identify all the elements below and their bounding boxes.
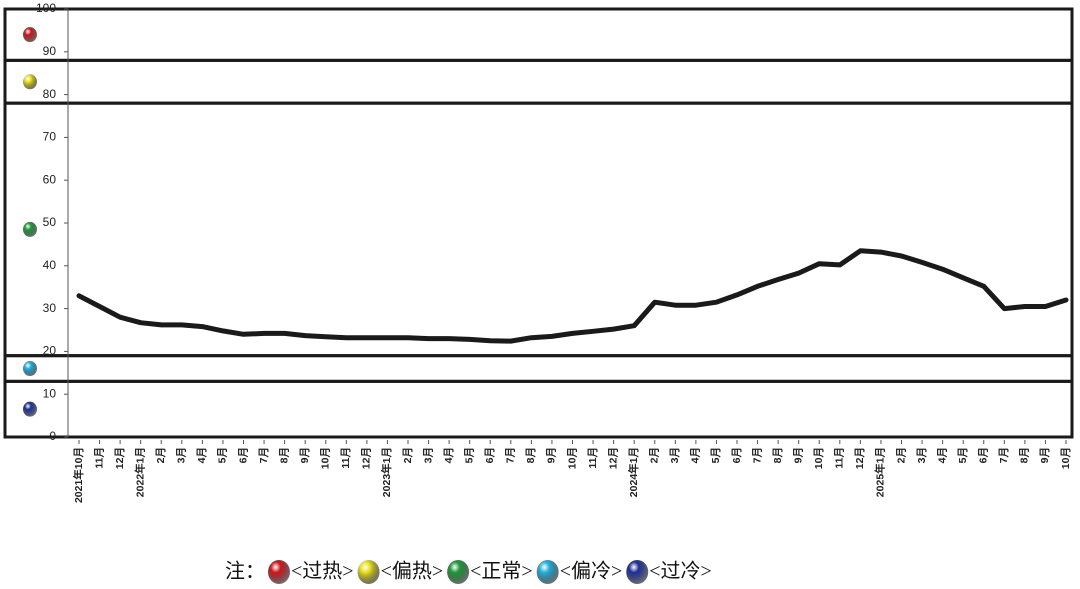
x-tick-label: 5月	[463, 447, 475, 463]
x-tick-label: 2024年1月	[627, 447, 640, 497]
legend-marker	[447, 560, 470, 584]
x-tick-label: 5月	[217, 447, 229, 463]
legend-text: <过热>	[291, 560, 354, 583]
x-tick-label: 9月	[299, 447, 311, 463]
legend-marker	[626, 560, 649, 584]
zone-box	[3, 101, 1074, 358]
x-tick-label: 2月	[649, 447, 661, 463]
x-tick-label: 10月	[566, 447, 578, 469]
x-tick-label: 7月	[258, 447, 270, 463]
zone-box	[3, 379, 1074, 439]
x-tick-label: 5月	[710, 447, 722, 463]
legend-marker	[536, 560, 559, 584]
legend-text: <正常>	[470, 560, 533, 583]
zone-box	[3, 58, 1074, 105]
x-tick-label: 2021年10月	[72, 447, 85, 503]
zone-marker	[23, 401, 37, 417]
x-tick-label: 2月	[155, 447, 167, 463]
x-tick-label: 9月	[792, 447, 804, 463]
x-tick-label: 3月	[176, 447, 188, 463]
x-tick-label: 11月	[587, 447, 599, 469]
x-tick-label: 5月	[957, 447, 969, 463]
x-tick-label: 2025年1月	[874, 447, 887, 497]
y-tick-label: 100	[36, 1, 56, 15]
x-tick-label: 2月	[895, 447, 907, 463]
x-tick-label: 11月	[340, 447, 352, 469]
x-tick-label: 12月	[361, 447, 373, 469]
x-tick-label: 3月	[916, 447, 928, 463]
x-tick-label: 9月	[1039, 447, 1051, 463]
x-tick-label: 4月	[196, 447, 208, 463]
y-tick-label: 10	[43, 386, 57, 400]
x-tick-label: 8月	[1019, 447, 1031, 463]
y-tick-label: 90	[43, 44, 57, 58]
x-tick-label: 10月	[1060, 447, 1072, 469]
legend-marker	[357, 560, 380, 584]
legend-text: <偏热>	[381, 560, 444, 583]
x-tick-label: 7月	[505, 447, 517, 463]
x-tick-label: 3月	[669, 447, 681, 463]
x-tick-label: 6月	[731, 447, 743, 463]
legend-text: <偏冷>	[560, 560, 623, 583]
x-tick-label: 12月	[854, 447, 866, 469]
legend-label: 注：	[225, 560, 265, 583]
x-tick-label: 3月	[422, 447, 434, 463]
x-tick-label: 9月	[546, 447, 558, 463]
x-tick-label: 4月	[443, 447, 455, 463]
x-tick-label: 8月	[278, 447, 290, 463]
y-tick-label: 40	[43, 258, 57, 272]
x-tick-label: 11月	[834, 447, 846, 469]
zone-marker	[23, 221, 37, 237]
zone-marker	[23, 74, 37, 90]
y-tick-label: 70	[43, 130, 57, 144]
x-tick-label: 12月	[114, 447, 126, 469]
x-tick-label: 4月	[690, 447, 702, 463]
zone-box	[3, 7, 1074, 62]
x-tick-label: 8月	[525, 447, 537, 463]
x-tick-label: 8月	[772, 447, 784, 463]
x-tick-label: 7月	[998, 447, 1010, 463]
x-tick-label: 2022年1月	[133, 447, 146, 497]
x-tick-label: 6月	[237, 447, 249, 463]
x-tick-label: 2023年1月	[380, 447, 393, 497]
legend-marker	[268, 560, 290, 584]
x-tick-label: 10月	[320, 447, 332, 469]
y-tick-label: 0	[49, 429, 56, 443]
zone-box	[3, 354, 1074, 383]
x-tick-label: 7月	[751, 447, 763, 463]
x-tick-label: 12月	[607, 447, 619, 469]
x-tick-label: 10月	[813, 447, 825, 469]
y-tick-label: 20	[43, 344, 57, 358]
x-tick-label: 11月	[93, 447, 105, 469]
y-tick-label: 50	[43, 215, 57, 229]
x-tick-label: 6月	[978, 447, 990, 463]
data-line	[76, 248, 1069, 344]
x-tick-label: 6月	[484, 447, 496, 463]
x-tick-label: 4月	[936, 447, 948, 463]
zone-marker	[23, 27, 37, 43]
zone-marker	[23, 361, 37, 377]
legend-text: <过冷>	[649, 560, 712, 583]
x-tick-label: 2月	[402, 447, 414, 463]
y-tick-label: 30	[43, 301, 57, 315]
y-tick-label: 60	[43, 172, 57, 186]
y-tick-label: 80	[43, 87, 57, 101]
